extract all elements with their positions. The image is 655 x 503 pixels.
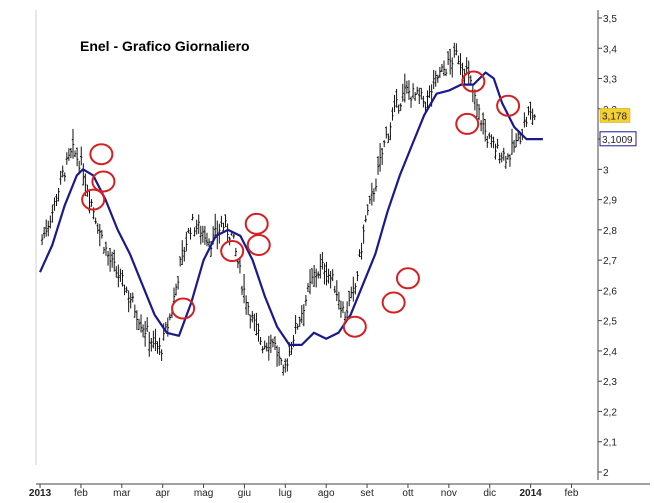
y-tick-label: 2,6 xyxy=(603,286,617,297)
y-tick-label: 3,4 xyxy=(603,44,617,55)
chart-title: Enel - Grafico Giornaliero xyxy=(80,38,250,54)
x-tick-label: 2013 xyxy=(29,488,52,499)
y-tick-label: 2,3 xyxy=(603,377,617,388)
annotation-circle xyxy=(171,297,196,320)
x-tick-label: feb xyxy=(565,488,579,499)
x-tick-label: dic xyxy=(483,488,496,499)
moving-average-line xyxy=(38,71,543,346)
y-tick-label: 3 xyxy=(603,165,609,176)
y-tick-label: 3,5 xyxy=(603,14,617,25)
annotation-circle xyxy=(342,315,367,338)
annotation-circle xyxy=(461,70,486,93)
y-tick-label: 2 xyxy=(603,468,609,479)
annotation-circle xyxy=(220,240,245,263)
annotation-circle xyxy=(91,170,116,193)
x-tick-label: apr xyxy=(155,488,170,499)
annotation-circle xyxy=(89,143,114,166)
ma-value-badge xyxy=(599,131,637,147)
y-tick-label: 2,2 xyxy=(603,407,617,418)
annotation-circle xyxy=(395,267,420,290)
y-tick-label: 3,3 xyxy=(603,75,617,86)
annotation-circle xyxy=(496,94,521,117)
plot-area xyxy=(38,42,543,376)
x-tick-label: set xyxy=(360,488,374,499)
annotation-circle xyxy=(246,234,271,256)
ma-value-label: 3,1009 xyxy=(602,135,633,146)
last-price-label: 3,178 xyxy=(602,111,627,122)
x-tick-label: 2014 xyxy=(519,488,542,499)
x-tick-label: giu xyxy=(238,488,251,499)
x-tick-label: nov xyxy=(441,488,457,499)
annotation-circle xyxy=(455,112,480,135)
annotation-circle xyxy=(81,188,106,211)
annotation-circle xyxy=(244,212,269,235)
x-tick-label: ott xyxy=(402,488,413,499)
y-tick-label: 2,8 xyxy=(603,226,617,237)
y-axis: 3,53,43,33,23,132,92,82,72,62,52,42,32,2… xyxy=(597,10,637,480)
x-tick-label: feb xyxy=(74,488,88,499)
x-tick-label: mag xyxy=(194,488,213,499)
annotation-circle xyxy=(381,291,406,314)
x-tick-label: mar xyxy=(113,488,131,499)
y-tick-label: 2,4 xyxy=(603,347,617,358)
last-price-badge xyxy=(599,108,631,123)
x-axis: 2013 feb mar apr mag giu lug ago set ott nov dic 201… xyxy=(29,483,650,499)
y-tick-label: 2,1 xyxy=(603,438,617,449)
y-tick-label: 2,5 xyxy=(603,317,617,328)
y-tick-label: 2,7 xyxy=(603,256,617,267)
x-tick-label: lug xyxy=(279,488,292,499)
y-tick-label: 2,9 xyxy=(603,196,617,207)
x-tick-label: ago xyxy=(318,488,335,499)
